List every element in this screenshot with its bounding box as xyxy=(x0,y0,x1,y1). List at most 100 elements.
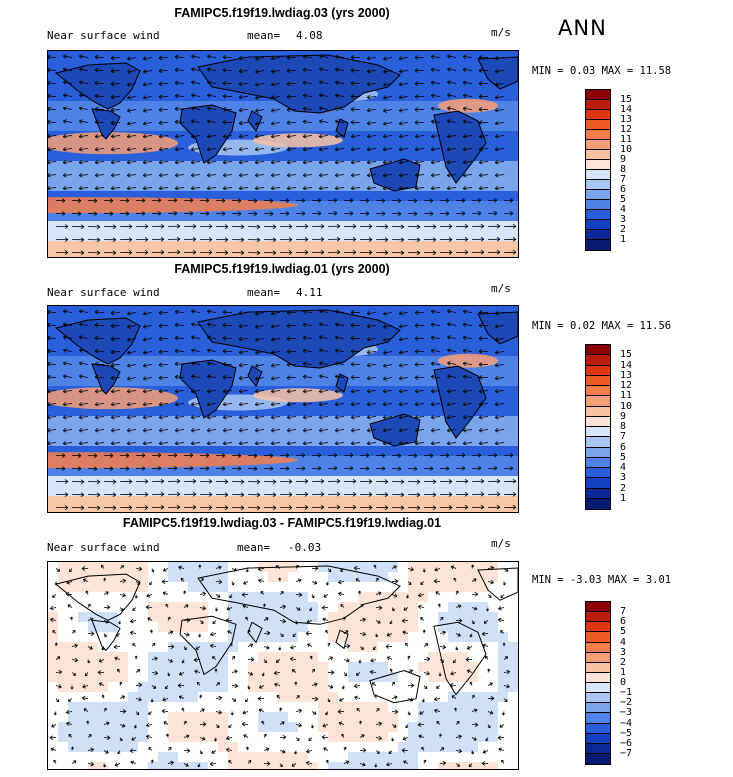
panel-2-units: m/s xyxy=(491,282,511,295)
colorbar-tick-label: 0 xyxy=(620,677,627,688)
colorbar-swatch xyxy=(586,90,610,100)
colorbar-tick-label: −5 xyxy=(620,727,633,739)
colorbar-swatch xyxy=(586,478,610,489)
panel-3-max-value: 3.01 xyxy=(645,574,672,586)
colorbar-swatch xyxy=(586,612,610,623)
panel-3-mean-value: -0.03 xyxy=(288,541,322,554)
colorbar-swatch xyxy=(586,110,610,120)
panel-1-units: m/s xyxy=(491,26,511,39)
colorbar-tick-label: 4 xyxy=(620,636,627,648)
panel-3-min-value: -3.03 xyxy=(569,574,602,586)
panel-2-min-value: 0.02 xyxy=(569,320,596,332)
colorbar-swatch xyxy=(586,468,610,479)
panel-1-wind-field xyxy=(48,51,518,257)
colorbar-swatch xyxy=(586,375,610,386)
colorbar-swatch xyxy=(586,190,610,200)
colorbar-tick-label: 15 xyxy=(620,349,633,361)
colorbar-swatch xyxy=(586,498,610,509)
colorbar-swatch xyxy=(586,652,610,663)
colorbar-swatch xyxy=(586,220,610,230)
panel-1-max-label: MAX = xyxy=(601,65,634,77)
colorbar-swatch xyxy=(586,632,610,643)
panel-2-title: FAMIPC5.f19f19.lwdiag.01 (yrs 2000) xyxy=(174,262,390,276)
colorbar-swatch xyxy=(586,386,610,397)
colorbar-tick-label: 7 xyxy=(620,606,627,618)
colorbar-swatch xyxy=(586,210,610,220)
panel-2-range: MIN = 0.02 MAX = 11.56 xyxy=(532,320,671,332)
colorbar-swatch xyxy=(586,200,610,210)
colorbar-swatch xyxy=(586,703,610,714)
colorbar-tick-label: 11 xyxy=(620,390,633,402)
colorbar-tick-label: 2 xyxy=(620,482,627,494)
panel-2-map xyxy=(47,305,519,513)
colorbar-tick-label: 2 xyxy=(620,224,627,235)
panel-1-map xyxy=(47,50,519,258)
colorbar-swatch xyxy=(586,683,610,694)
panel-3-title: FAMIPC5.f19f19.lwdiag.03 - FAMIPC5.f19f1… xyxy=(122,516,442,530)
panel-3-map xyxy=(47,561,519,770)
panel-3-wind-difference-field xyxy=(48,562,518,769)
panel-3-max-label: MAX = xyxy=(607,574,640,586)
colorbar-tick-label: 14 xyxy=(620,104,633,115)
colorbar-tick-label: 3 xyxy=(620,646,627,658)
colorbar-swatch xyxy=(586,672,610,683)
colorbar-tick-label: 5 xyxy=(620,451,627,463)
colorbar-tick-label: 6 xyxy=(620,616,627,628)
colorbar-tick-label: 7 xyxy=(620,431,627,443)
colorbar-tick-label: 1 xyxy=(620,666,627,678)
colorbar-tick-label: −6 xyxy=(620,737,633,749)
panel-1-variable-label: Near surface wind xyxy=(47,29,160,42)
colorbar-swatch xyxy=(586,488,610,499)
panel-1-title: FAMIPC5.f19f19.lwdiag.03 (yrs 2000) xyxy=(174,6,390,20)
colorbar-tick-label: −2 xyxy=(620,697,633,709)
colorbar-swatch xyxy=(586,130,610,140)
colorbar-tick-label: 4 xyxy=(620,462,627,473)
season-label: ANN xyxy=(558,16,607,40)
panel-3-units: m/s xyxy=(491,537,511,550)
colorbar-tick-label: 6 xyxy=(620,441,627,453)
panel-1-mean-label: mean= xyxy=(247,29,281,42)
colorbar-swatch xyxy=(586,693,610,704)
colorbar-tick-label: 12 xyxy=(620,380,633,391)
panel-2-max-value: 11.56 xyxy=(639,320,672,332)
colorbar-swatch xyxy=(586,743,610,754)
colorbar-swatch xyxy=(586,457,610,468)
colorbar-tick-label: 11 xyxy=(620,134,633,145)
colorbar-tick-label: 3 xyxy=(620,214,627,225)
colorbar-tick-label: 3 xyxy=(620,472,627,484)
panel-1-colorbar xyxy=(585,89,611,251)
panel-3-mean-label: mean= xyxy=(237,541,271,554)
colorbar-tick-label: 15 xyxy=(620,94,633,105)
colorbar-swatch xyxy=(586,355,610,366)
panel-2-colorbar xyxy=(585,344,611,510)
panel-2-min-label: MIN = xyxy=(532,320,564,332)
colorbar-swatch xyxy=(586,230,610,240)
colorbar-tick-label: 7 xyxy=(620,174,627,185)
colorbar-swatch xyxy=(586,447,610,458)
colorbar-tick-label: −1 xyxy=(620,687,633,699)
colorbar-swatch xyxy=(586,713,610,724)
colorbar-swatch xyxy=(586,642,610,653)
colorbar-tick-label: 5 xyxy=(620,194,627,205)
panel-1-mean-value: 4.08 xyxy=(296,29,323,42)
colorbar-swatch xyxy=(586,120,610,130)
panel-3-range: MIN = -3.03 MAX = 3.01 xyxy=(532,574,671,586)
colorbar-tick-label: −4 xyxy=(620,717,633,729)
colorbar-tick-label: 4 xyxy=(620,204,627,215)
colorbar-swatch xyxy=(586,365,610,376)
colorbar-tick-label: 9 xyxy=(620,410,627,422)
colorbar-tick-label: 6 xyxy=(620,184,627,195)
colorbar-swatch xyxy=(586,140,610,150)
colorbar-swatch xyxy=(586,622,610,633)
colorbar-swatch xyxy=(586,416,610,427)
colorbar-tick-label: 12 xyxy=(620,124,633,135)
panel-2-variable-label: Near surface wind xyxy=(47,286,160,299)
colorbar-tick-label: 2 xyxy=(620,656,627,668)
colorbar-tick-label: 8 xyxy=(620,164,627,175)
colorbar-tick-label: −7 xyxy=(620,747,633,759)
colorbar-tick-label: 1 xyxy=(620,492,627,504)
colorbar-tick-label: 14 xyxy=(620,359,633,371)
colorbar-tick-label: 5 xyxy=(620,626,627,638)
colorbar-swatch xyxy=(586,345,610,356)
colorbar-swatch xyxy=(586,100,610,110)
